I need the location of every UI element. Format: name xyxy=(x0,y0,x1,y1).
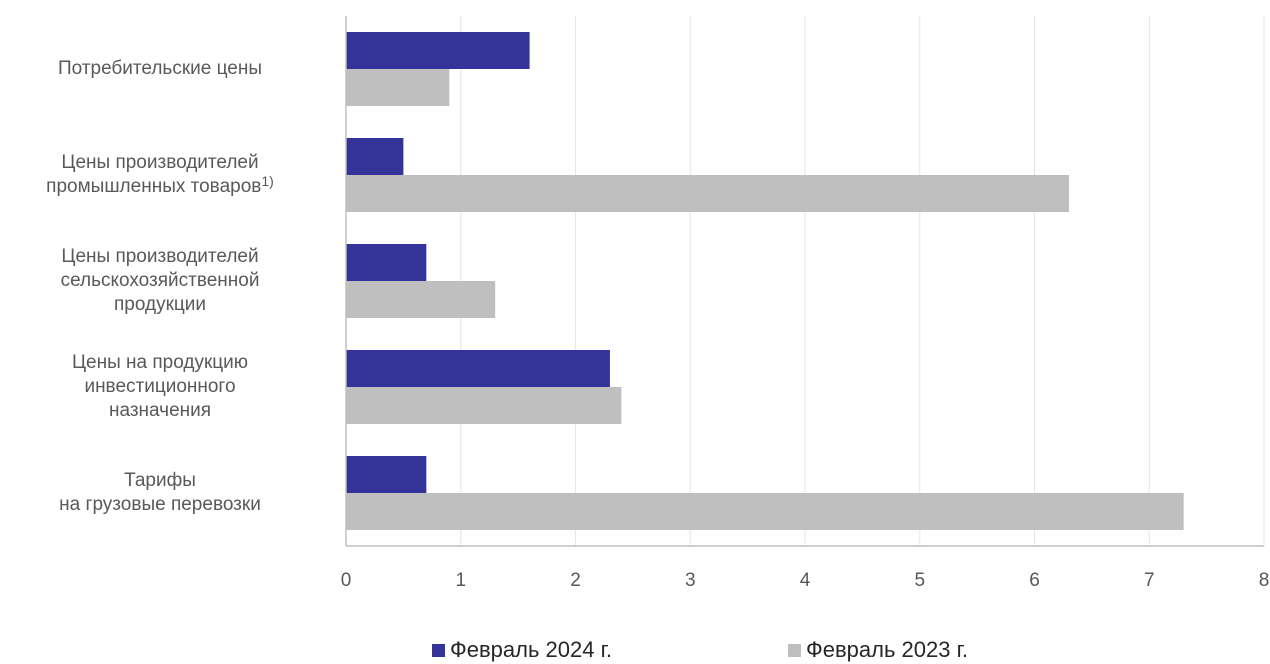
x-tick-label: 0 xyxy=(341,570,352,591)
bar-series-2-cat-2 xyxy=(346,175,1069,212)
category-label-line: Цены производителей xyxy=(61,246,259,267)
bar-series-1-cat-3 xyxy=(346,244,427,281)
legend: Февраль 2024 г. Февраль 2023 г. xyxy=(0,637,1270,664)
category-label: Тарифы на грузовые перевозки xyxy=(0,469,320,517)
category-label-line: Тарифы xyxy=(124,470,196,491)
bar-series-2-cat-5 xyxy=(346,493,1184,530)
category-label: Цены на продукцию инвестиционного назначен… xyxy=(0,351,320,423)
category-label: Цены производителей сельскохозяйственной п… xyxy=(0,245,320,317)
legend-swatch xyxy=(788,643,801,657)
x-tick-label: 4 xyxy=(800,570,811,591)
category-label-line: продукции xyxy=(113,294,206,315)
axes xyxy=(345,16,1264,547)
category-label-line: инвестиционного xyxy=(84,376,236,397)
bar-series-1-cat-1 xyxy=(346,32,530,69)
x-tick-label: 3 xyxy=(685,570,696,591)
legend-swatch xyxy=(432,643,445,657)
gridlines xyxy=(460,16,1265,546)
bar-series-2-cat-4 xyxy=(346,387,622,424)
x-tick-labels: 0 1 2 3 4 5 6 7 8 xyxy=(341,570,1270,591)
category-label-line: Цены на продукцию xyxy=(71,352,249,373)
bar-series-2-cat-3 xyxy=(346,281,496,318)
category-label-line: Потребительские цены xyxy=(58,58,262,79)
x-tick-label: 2 xyxy=(570,570,581,591)
x-tick-label: 8 xyxy=(1259,570,1270,591)
category-label: Цены производителей промышленных товаров1… xyxy=(0,151,320,199)
category-label-line: сельскохозяйственной xyxy=(60,270,260,291)
category-label-line: Цены производителей xyxy=(61,152,259,173)
legend-label: Февраль 2023 г. xyxy=(806,637,969,662)
category-label-line: на грузовые перевозки xyxy=(59,494,261,515)
bar-chart: 0 1 2 3 4 5 6 7 8 xyxy=(341,16,1270,591)
legend-label: Февраль 2024 г. xyxy=(450,637,613,662)
legend-item: Февраль 2023 г. xyxy=(788,637,968,663)
bar-series-1-cat-4 xyxy=(346,350,610,387)
bar-series-1-cat-2 xyxy=(346,138,404,175)
x-tick-label: 6 xyxy=(1029,570,1040,591)
category-label-line: промышленных товаров1) xyxy=(46,173,274,197)
bar-series-1-cat-5 xyxy=(346,456,427,493)
bar-series-2-cat-1 xyxy=(346,69,450,106)
x-tick-label: 7 xyxy=(1144,570,1155,591)
x-tick-label: 5 xyxy=(914,570,925,591)
bars xyxy=(346,32,1184,530)
x-tick-label: 1 xyxy=(455,570,466,591)
category-label-line: назначения xyxy=(108,400,212,421)
footnote-marker: 1) xyxy=(261,173,274,189)
category-label: Потребительские цены xyxy=(0,57,320,81)
legend-item: Февраль 2024 г. xyxy=(432,637,612,663)
